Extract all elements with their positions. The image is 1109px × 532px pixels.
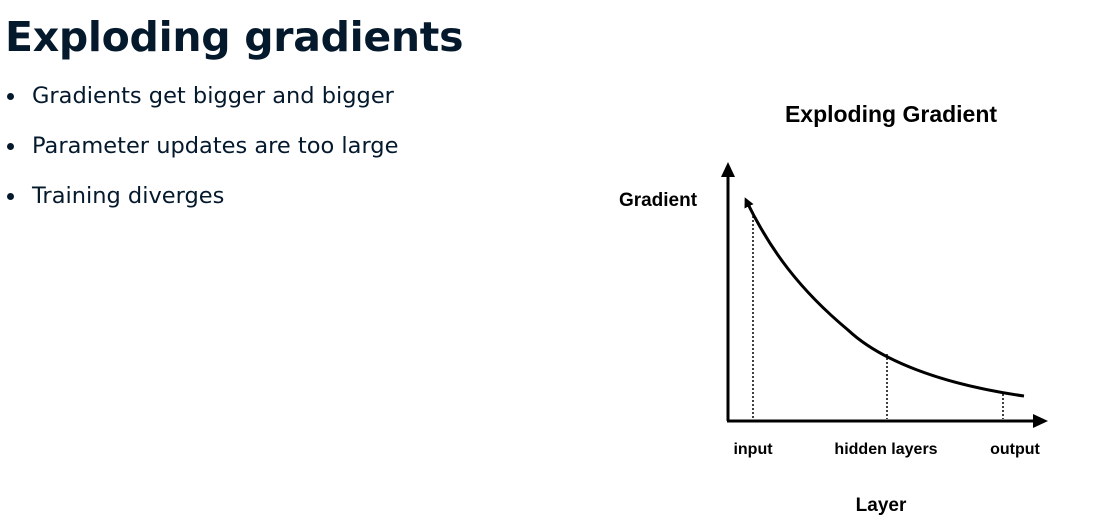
y-axis-label: Gradient [619,190,698,211]
x-axis-arrow-icon [1033,414,1048,428]
bullet-item: Gradients get bigger and bigger [7,80,398,130]
y-axis-arrow-icon [721,162,735,177]
bullet-dot-icon [7,193,14,200]
bullet-item: Parameter updates are too large [7,130,398,180]
bullet-dot-icon [7,143,14,150]
x-tick-input: input [733,441,773,458]
x-tick-hidden-layers: hidden layers [834,441,937,458]
bullet-list: Gradients get bigger and bigger Paramete… [7,80,398,230]
slide-title: Exploding gradients [5,13,464,61]
bullet-item: Training diverges [7,180,398,230]
x-tick-output: output [990,441,1040,458]
gradient-curve [744,197,1025,398]
diagram-title: Exploding Gradient [785,101,997,127]
x-axis-label: Layer [856,495,907,516]
bullet-text: Parameter updates are too large [32,133,399,159]
bullet-text: Gradients get bigger and bigger [32,83,394,109]
bullet-dot-icon [7,93,14,100]
bullet-text: Training diverges [32,183,225,209]
